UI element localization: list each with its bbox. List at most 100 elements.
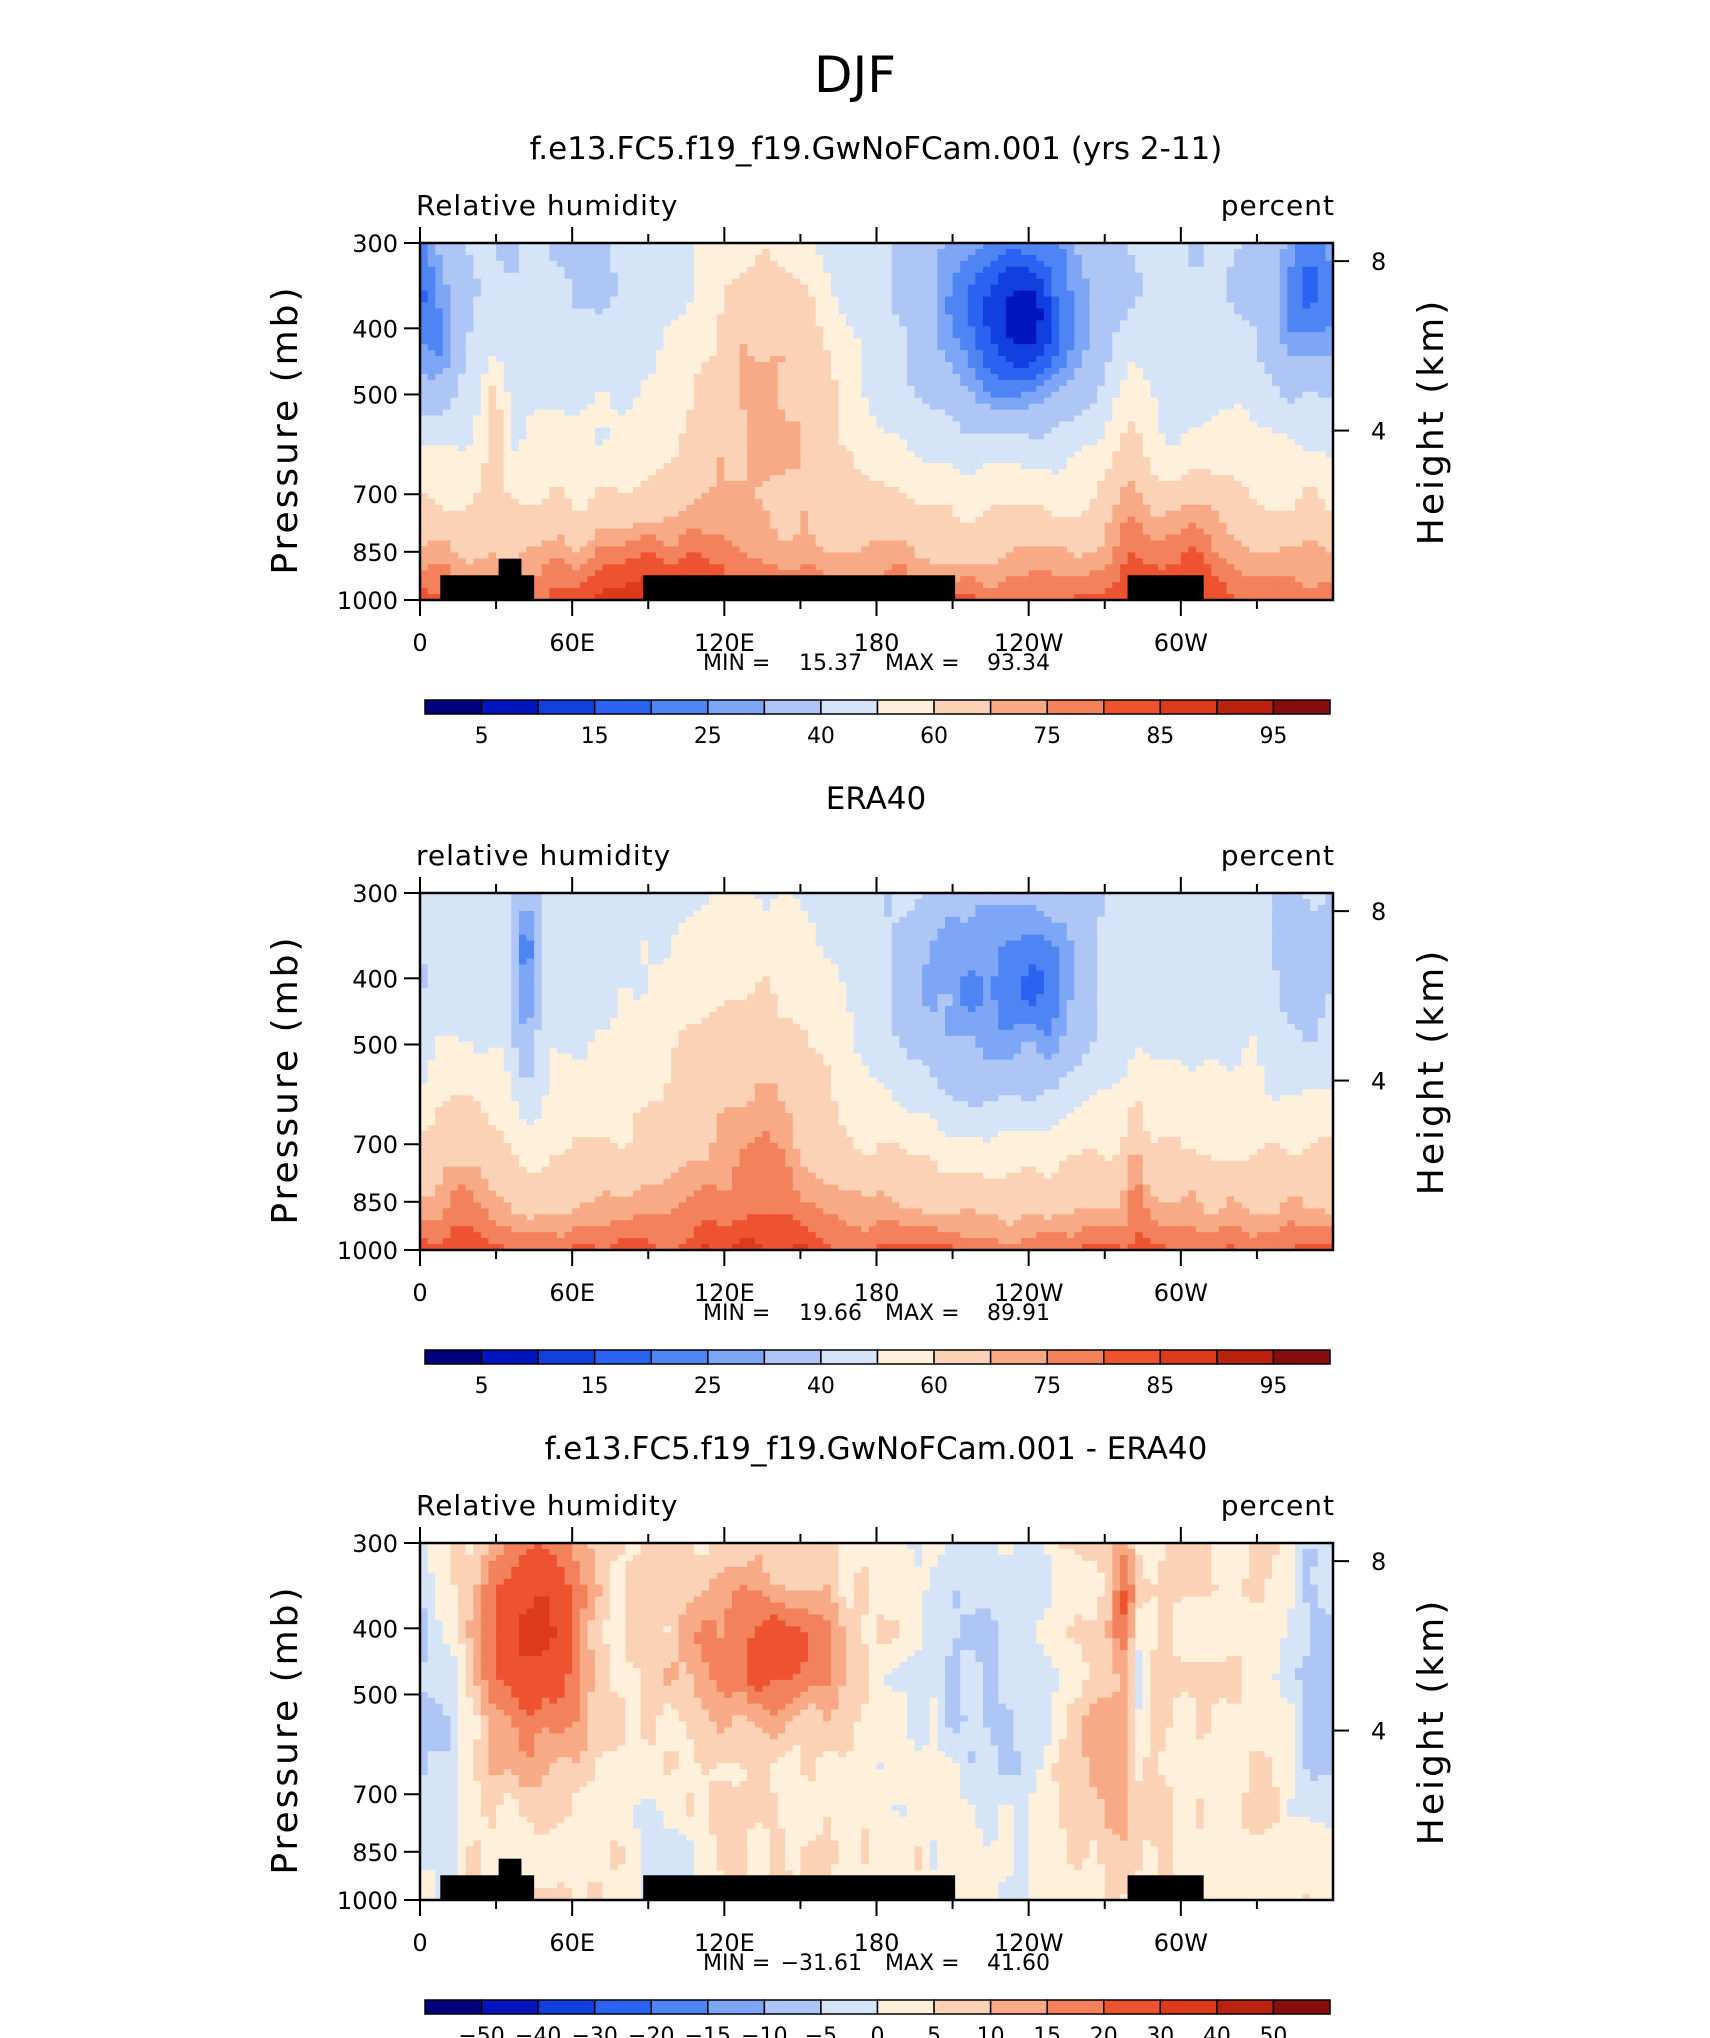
colorbar-box [933, 1349, 992, 1365]
colorbar-box [1216, 699, 1275, 715]
y-tick-label: 300 [352, 1530, 398, 1558]
x-tick-label: 60W [1154, 1279, 1208, 1307]
x-tick-label: 60E [549, 1929, 595, 1957]
max-label: MAX = [885, 1301, 960, 1326]
colorbar-box [1272, 1349, 1331, 1365]
colorbar-box [763, 1349, 822, 1365]
colorbar-box [424, 1999, 483, 2015]
topography-block [1127, 575, 1204, 600]
max-label: MAX = [885, 651, 960, 676]
colorbar-label: 5 [475, 724, 489, 749]
y-tick-label: 700 [352, 1781, 398, 1809]
y-tick-label: 500 [352, 1031, 398, 1059]
colorbar-box [650, 699, 709, 715]
max-value: 93.34 [987, 651, 1050, 676]
colorbar-box [1159, 699, 1218, 715]
panels: f.e13.FC5.f19_f19.GwNoFCam.001 (yrs 2-11… [265, 131, 1452, 2038]
colorbar-box [537, 1349, 596, 1365]
y-tick-label: 300 [352, 880, 398, 908]
colorbar-box [707, 699, 766, 715]
colorbar-label: 20 [1090, 2024, 1118, 2038]
right-axis-label: Height (km) [1411, 948, 1452, 1195]
panel-1: f.e13.FC5.f19_f19.GwNoFCam.001 (yrs 2-11… [265, 131, 1452, 749]
right-y-tick-label: 4 [1371, 418, 1386, 446]
y-axis-label: Pressure (mb) [265, 284, 306, 574]
colorbar-label: 95 [1259, 1374, 1287, 1399]
colorbar-label: 85 [1146, 724, 1174, 749]
contour-field [420, 1543, 1334, 1901]
colorbar-label: 25 [694, 1374, 722, 1399]
colorbar-box [933, 1999, 992, 2015]
max-label: MAX = [885, 1951, 960, 1976]
y-tick-label: 850 [352, 1189, 398, 1217]
colorbar-label: 60 [920, 724, 948, 749]
x-tick-label: 120W [994, 1929, 1064, 1957]
y-tick-label: 500 [352, 381, 398, 409]
right-y-tick-label: 8 [1371, 248, 1386, 276]
panel-2: ERA40 relative humidity percent 0 60E 120E 180… [265, 781, 1452, 1399]
colorbar-label: −50 [458, 2024, 504, 2038]
y-tick-label: 400 [352, 1615, 398, 1643]
colorbar-box [424, 699, 483, 715]
x-tick-label: 0 [412, 629, 427, 657]
right-y-tick-label: 8 [1371, 1548, 1386, 1576]
colorbar-box [1046, 1999, 1105, 2015]
right-y-tick-label: 8 [1371, 898, 1386, 926]
colorbar-label: 75 [1033, 724, 1061, 749]
colorbar-box [1046, 1349, 1105, 1365]
y-tick-label: 400 [352, 315, 398, 343]
colorbar-box [933, 699, 992, 715]
colorbar-label: 5 [927, 2024, 941, 2038]
colorbar-box [707, 1349, 766, 1365]
x-tick-label: 180 [854, 1929, 900, 1957]
colorbar-label: 40 [807, 724, 835, 749]
x-tick-label: 180 [854, 1279, 900, 1307]
panel-3: f.e13.FC5.f19_f19.GwNoFCam.001 - ERA40 Re… [265, 1431, 1452, 2038]
right-y-tick-label: 4 [1371, 1068, 1386, 1096]
colorbar-box [1046, 699, 1105, 715]
colorbar-label: 15 [581, 1374, 609, 1399]
x-tick-label: 120E [694, 1929, 755, 1957]
y-tick-label: 300 [352, 230, 398, 258]
y-tick-label: 1000 [337, 1887, 398, 1915]
colorbar-box [707, 1999, 766, 2015]
y-tick-label: 700 [352, 1131, 398, 1159]
colorbar-box [537, 699, 596, 715]
colorbar-box [989, 699, 1048, 715]
y-tick-label: 700 [352, 481, 398, 509]
colorbar-label: 30 [1146, 2024, 1174, 2038]
right-y-tick-label: 4 [1371, 1718, 1386, 1746]
colorbar-box [1216, 1349, 1275, 1365]
colorbar-label: −20 [628, 2024, 674, 2038]
y-tick-label: 1000 [337, 1237, 398, 1265]
min-label: MIN = [703, 1951, 770, 1976]
units-label: percent [1221, 189, 1335, 222]
x-tick-label: 60W [1154, 1929, 1208, 1957]
units-label: percent [1221, 1489, 1335, 1522]
x-tick-label: 180 [854, 629, 900, 657]
colorbar: −50 −40 −30 −20 −15 −10 −5 0 5 10 15 20 30 40 50 [424, 1999, 1331, 2038]
colorbar-label: 60 [920, 1374, 948, 1399]
colorbar-box [1159, 1999, 1218, 2015]
y-tick-label: 400 [352, 965, 398, 993]
colorbar-box [593, 1349, 652, 1365]
colorbar-box [1103, 1999, 1162, 2015]
colorbar-box [593, 699, 652, 715]
colorbar-label: 0 [871, 2024, 885, 2038]
topography-block [1127, 1875, 1204, 1900]
colorbar-box [876, 1999, 935, 2015]
variable-label: Relative humidity [416, 189, 678, 222]
x-tick-label: 120W [994, 1279, 1064, 1307]
colorbar-label: 75 [1033, 1374, 1061, 1399]
variable-label: relative humidity [416, 839, 671, 872]
colorbar-label: 40 [1203, 2024, 1231, 2038]
panel-title: f.e13.FC5.f19_f19.GwNoFCam.001 - ERA40 [545, 1431, 1208, 1467]
colorbar: 5 15 25 40 60 75 85 95 [424, 699, 1331, 749]
right-axis-label: Height (km) [1411, 1598, 1452, 1845]
x-tick-label: 60E [549, 629, 595, 657]
topography-block [643, 575, 956, 600]
colorbar-label: 25 [694, 724, 722, 749]
x-tick-label: 120W [994, 629, 1064, 657]
y-tick-label: 850 [352, 539, 398, 567]
contour-field [420, 893, 1334, 1251]
